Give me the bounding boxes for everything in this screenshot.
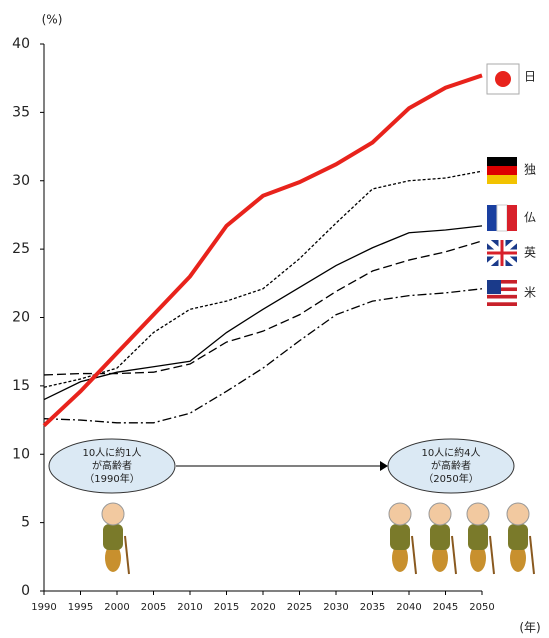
figure-cane [529,535,535,575]
flag [507,205,517,231]
legend-label: 独 [524,163,536,177]
legend-label: 英 [524,246,536,260]
legend-label: 米 [524,286,536,300]
figure-body [430,524,450,550]
series-line [43,288,483,424]
x-axis-label: (年) [519,621,540,635]
figure-cane [411,535,417,575]
x-tick-label: 1995 [68,602,93,613]
flag [487,280,501,294]
annotation-text: が高齢者 [431,459,471,472]
figure-head [428,502,452,526]
elderly-figure [506,502,535,575]
figure-cane [124,535,130,575]
flag [487,298,517,303]
y-axis-label: (%) [42,13,63,27]
series-line [43,240,483,376]
legend-item: 米 [487,280,536,306]
annotation-text: 10人に約1人 [82,446,141,459]
figure-body [508,524,528,550]
x-tick-label: 2045 [433,602,458,613]
figure-head [466,502,490,526]
y-tick-label: 20 [12,310,30,326]
x-tick-label: 2010 [177,602,202,613]
x-tick-label: 2035 [360,602,385,613]
y-tick-label: 5 [21,515,30,531]
figure-body [390,524,410,550]
flag [487,291,517,295]
flag [487,205,497,231]
x-tick-label: 2020 [250,602,275,613]
figure-legs [392,544,408,572]
figure-cane [489,535,495,575]
annotation-arrowhead [380,461,388,471]
elderly-figure [101,502,130,575]
x-tick-label: 2040 [396,602,421,613]
elderly-figure [428,502,457,575]
figure-legs [105,544,121,572]
y-tick-label: 15 [12,378,30,394]
flag [487,294,517,299]
x-tick-label: 2005 [141,602,166,613]
figure-body [103,524,123,550]
flag [487,157,517,166]
legend-label: 日 [524,70,536,84]
flag [487,302,517,306]
flag [487,166,517,175]
figure-head [101,502,125,526]
elderly-figure [466,502,495,575]
annotation-text: が高齢者 [92,459,132,472]
figure-cane [451,535,457,575]
legend-item: 独 [487,157,536,184]
flag [487,287,517,292]
figure-legs [510,544,526,572]
figure-head [506,502,530,526]
y-tick-label: 25 [12,241,30,257]
elderly-figure [388,502,417,575]
x-tick-label: 2030 [323,602,348,613]
annotation-text: （1990年） [84,472,139,485]
series-line [42,73,483,427]
annotation-bubble [48,438,176,494]
x-tick-label: 2000 [104,602,129,613]
x-tick-label: 1990 [31,602,56,613]
x-tick-label: 2025 [287,602,312,613]
legend-item: 仏 [487,204,536,232]
x-tick-label: 2015 [214,602,239,613]
annotation-bubble [387,438,515,494]
flag [487,175,517,184]
series-line [43,170,483,388]
legend-item: 日 [486,63,536,95]
y-tick-label: 0 [21,583,30,599]
flag [495,71,511,87]
x-tick-label: 2050 [469,602,494,613]
flag [496,204,508,232]
figure-legs [470,544,486,572]
y-tick-label: 10 [12,446,30,462]
y-tick-label: 40 [12,36,30,52]
figure-body [468,524,488,550]
legend-item: 英 [485,238,536,268]
figure-head [388,502,412,526]
annotation-text: （2050年） [423,472,478,485]
legend-label: 仏 [524,211,536,225]
annotation-text: 10人に約4人 [421,446,480,459]
series-line [43,225,483,401]
flag [487,280,517,284]
y-tick-label: 35 [12,104,30,120]
flag [487,283,517,288]
flag [487,240,517,266]
figure-legs [432,544,448,572]
y-tick-label: 30 [12,173,30,189]
